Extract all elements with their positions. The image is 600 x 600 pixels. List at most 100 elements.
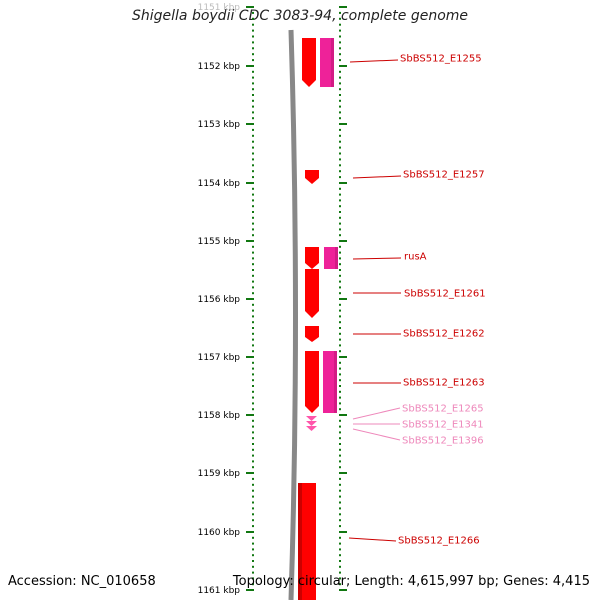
minor-tick — [252, 280, 254, 283]
right-tick-track — [339, 6, 347, 591]
gene-block — [323, 351, 337, 413]
minor-tick — [339, 477, 341, 480]
gene-block — [320, 38, 334, 87]
minor-tick — [339, 577, 341, 580]
minor-tick — [339, 513, 341, 516]
minor-tick — [252, 152, 254, 155]
minor-tick — [339, 140, 341, 143]
gene-label: SbBS512_E1261 — [404, 289, 486, 300]
minor-tick — [252, 23, 254, 26]
minor-tick — [252, 82, 254, 85]
minor-tick — [339, 367, 341, 370]
minor-tick — [252, 577, 254, 580]
minor-tick — [339, 583, 341, 586]
minor-tick — [252, 332, 254, 335]
major-tick — [339, 240, 347, 242]
major-tick — [246, 531, 254, 533]
minor-tick — [252, 111, 254, 114]
axis-label: 1159 kbp — [198, 469, 241, 479]
minor-tick — [339, 41, 341, 44]
minor-tick — [252, 286, 254, 289]
minor-tick — [339, 460, 341, 463]
minor-tick — [252, 390, 254, 393]
minor-tick — [339, 565, 341, 568]
minor-tick — [252, 94, 254, 96]
gene-block-shade — [331, 38, 334, 87]
minor-tick — [252, 263, 254, 266]
minor-tick — [339, 269, 341, 271]
minor-tick — [252, 199, 254, 202]
minor-tick — [252, 309, 254, 312]
minor-tick — [252, 76, 254, 79]
minor-tick — [339, 286, 341, 289]
minor-tick — [252, 419, 254, 422]
minor-tick — [252, 211, 254, 213]
minor-tick — [252, 59, 254, 62]
major-tick — [246, 123, 254, 125]
major-tick — [339, 472, 347, 474]
gene-label: SbBS512_E1262 — [403, 329, 485, 340]
minor-tick — [339, 222, 341, 225]
minor-tick — [252, 164, 254, 167]
minor-tick — [339, 211, 341, 213]
minor-tick — [339, 170, 341, 173]
minor-tick — [339, 245, 341, 248]
minor-tick — [252, 477, 254, 480]
minor-tick — [252, 338, 254, 341]
minor-tick — [252, 548, 254, 551]
label-leader-line — [352, 257, 402, 260]
major-tick — [246, 589, 254, 591]
minor-tick — [252, 216, 254, 219]
minor-tick — [252, 489, 254, 492]
minor-tick — [339, 251, 341, 254]
minor-tick — [339, 489, 341, 492]
minor-tick — [339, 199, 341, 202]
gene-edge — [298, 483, 302, 600]
minor-tick — [252, 269, 254, 271]
minor-tick — [252, 187, 254, 190]
minor-tick — [252, 303, 254, 306]
minor-tick — [252, 245, 254, 248]
gene-arrow — [305, 247, 319, 269]
major-tick — [339, 123, 347, 125]
topology-text: Topology: circular; Length: 4,615,997 bp… — [232, 574, 590, 589]
minor-tick — [252, 367, 254, 370]
gene-block — [324, 247, 338, 269]
minor-tick — [339, 507, 341, 510]
minor-tick — [339, 454, 341, 457]
left-tick-track — [246, 6, 254, 591]
gene-arrow — [305, 351, 319, 413]
accession-text: Accession: NC_010658 — [8, 574, 156, 589]
minor-tick — [339, 257, 341, 260]
minor-tick — [339, 70, 341, 73]
minor-tick — [339, 11, 341, 14]
minor-tick — [339, 158, 341, 161]
gene-label: SbBS512_E1265 — [402, 404, 484, 415]
minor-tick — [252, 99, 254, 102]
minor-tick — [339, 554, 341, 557]
minor-tick — [252, 425, 254, 428]
major-tick — [339, 6, 347, 8]
minor-tick — [252, 437, 254, 440]
minor-tick — [252, 431, 254, 434]
minor-tick — [339, 315, 341, 318]
minor-tick — [339, 309, 341, 312]
label-leader-line — [352, 407, 401, 420]
major-tick — [339, 414, 347, 416]
minor-tick — [339, 390, 341, 393]
label-leader-line — [349, 59, 399, 63]
minor-tick — [252, 35, 254, 38]
minor-tick — [339, 344, 341, 347]
minor-tick — [252, 501, 254, 504]
minor-tick — [252, 443, 254, 445]
minor-tick — [252, 466, 254, 469]
minor-tick — [252, 70, 254, 73]
gene-block-shade — [335, 247, 338, 269]
gene-label: SbBS512_E1396 — [402, 436, 484, 447]
minor-tick — [339, 263, 341, 266]
minor-tick — [252, 565, 254, 568]
minor-tick — [339, 443, 341, 445]
major-tick — [339, 356, 347, 358]
minor-tick — [339, 361, 341, 364]
minor-tick — [339, 35, 341, 38]
